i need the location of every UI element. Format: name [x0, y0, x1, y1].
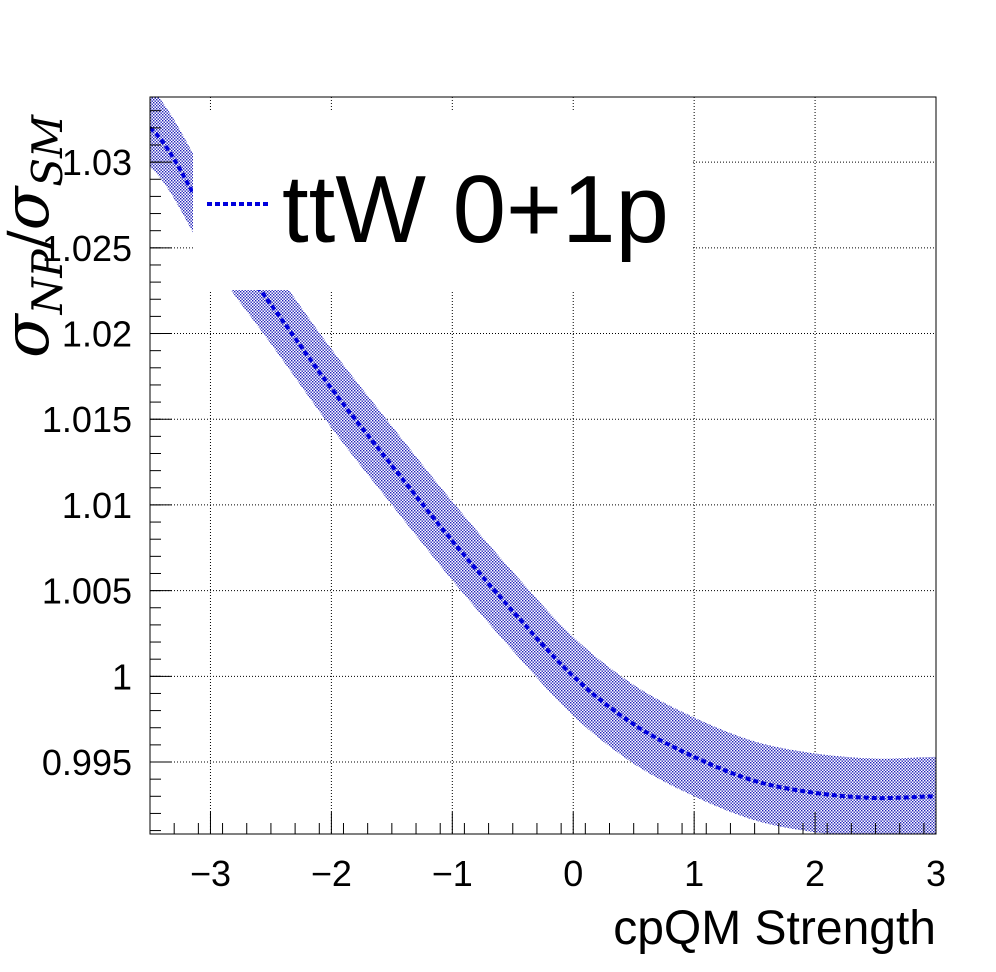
y-tick-label: 1 — [112, 656, 132, 697]
y-tick-label: 1.015 — [42, 399, 132, 440]
legend-entry-label: ttW 0+1p — [282, 156, 669, 263]
plot-frame — [149, 96, 937, 835]
y-tick-label: 1.02 — [62, 314, 132, 355]
x-axis-title: cpQM Strength — [613, 902, 936, 955]
legend-box — [193, 110, 693, 290]
x-tick-label: 0 — [563, 853, 583, 894]
x-tick-label: 1 — [684, 853, 704, 894]
x-tick-labels: −3 −2 −1 0 1 2 3 — [190, 853, 946, 894]
band-layer — [150, 97, 936, 834]
y-tick-label: 1.03 — [62, 142, 132, 183]
axis-ticks — [149, 110, 937, 834]
x-tick-label: 3 — [926, 853, 946, 894]
y-tick-label: 1.01 — [62, 485, 132, 526]
series-error-band — [150, 97, 936, 834]
x-tick-label: −3 — [190, 853, 231, 894]
line-layer — [150, 126, 936, 801]
y-tick-label: 0.995 — [42, 742, 132, 783]
y-tick-label: 1.025 — [42, 228, 132, 269]
x-tick-label: −1 — [432, 853, 473, 894]
y-tick-labels: 0.995 1 1.005 1.01 1.015 1.02 1.025 1.03 — [42, 142, 132, 783]
x-tick-label: −2 — [311, 853, 352, 894]
svg-text:σNP/σSM: σNP/σSM — [0, 114, 72, 358]
y-tick-label: 1.005 — [42, 571, 132, 612]
x-tick-label: 2 — [805, 853, 825, 894]
series-line — [150, 126, 936, 801]
y-axis-title: σNP/σSM — [0, 114, 72, 358]
